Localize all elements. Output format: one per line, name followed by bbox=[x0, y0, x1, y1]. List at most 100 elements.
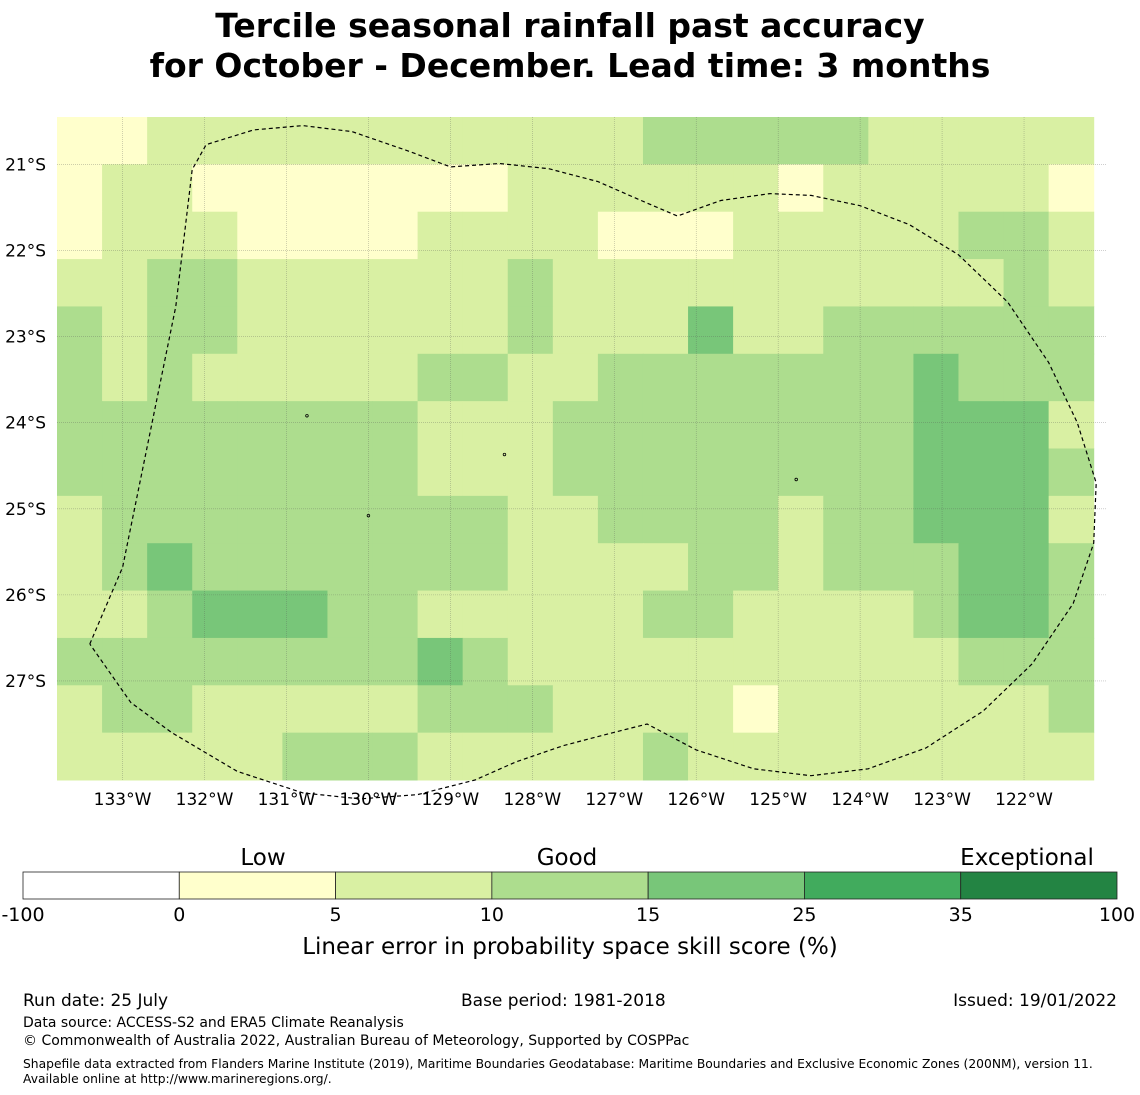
skill-cell bbox=[147, 685, 193, 734]
skill-cell bbox=[282, 495, 328, 544]
legend-category-good: Good bbox=[537, 845, 598, 871]
skill-cell bbox=[958, 732, 1005, 781]
skill-cell bbox=[57, 401, 103, 449]
skill-cell bbox=[913, 306, 959, 355]
skill-cell bbox=[237, 401, 283, 449]
skill-cell bbox=[868, 448, 914, 497]
skill-cell bbox=[102, 164, 148, 213]
colorbar-tick-label: -100 bbox=[1, 904, 44, 926]
skill-cell bbox=[327, 164, 374, 213]
colorbar-swatch bbox=[491, 871, 649, 900]
skill-cell bbox=[102, 495, 148, 544]
skill-cell bbox=[913, 211, 959, 260]
skill-cell bbox=[462, 543, 509, 592]
skill-cell bbox=[507, 685, 554, 734]
skill-cell bbox=[147, 543, 193, 592]
skill-cell bbox=[552, 543, 599, 592]
skill-cell bbox=[733, 637, 779, 686]
skill-cell bbox=[688, 164, 734, 213]
skill-cell bbox=[147, 117, 193, 165]
lon-tick-label: 129°W bbox=[421, 790, 479, 810]
skill-cell bbox=[1003, 543, 1050, 592]
skill-cell bbox=[778, 353, 824, 402]
skill-cell bbox=[147, 164, 193, 213]
skill-cell bbox=[688, 495, 734, 544]
skill-score-map: 133°W 132°W 131°W 130°W 129°W 128°W 127°W 126°W… bbox=[5, 117, 1106, 810]
skill-cell bbox=[958, 448, 1005, 497]
chart-title-line-1: Tercile seasonal rainfall past accuracy bbox=[215, 6, 925, 45]
skill-cell bbox=[733, 353, 779, 402]
skill-cell bbox=[462, 259, 509, 307]
skill-cell bbox=[688, 306, 734, 355]
skill-cell bbox=[102, 306, 148, 355]
skill-cell bbox=[372, 353, 419, 402]
skill-cell bbox=[733, 259, 779, 307]
skill-cell bbox=[237, 353, 283, 402]
skill-cell bbox=[733, 306, 779, 355]
skill-cell bbox=[372, 732, 419, 781]
lat-tick-label: 24°S bbox=[5, 414, 46, 434]
skill-cell bbox=[823, 401, 869, 449]
skill-cell bbox=[778, 590, 824, 639]
skill-cell bbox=[552, 448, 599, 497]
skill-cell bbox=[282, 685, 328, 734]
skill-cell bbox=[417, 685, 464, 734]
colorbar-label: Linear error in probability space skill … bbox=[302, 934, 838, 960]
skill-cell bbox=[192, 685, 238, 734]
skill-cell bbox=[1048, 211, 1095, 260]
skill-cell bbox=[57, 164, 103, 213]
skill-cell bbox=[823, 448, 869, 497]
skill-cell bbox=[913, 637, 959, 686]
skill-cell bbox=[733, 117, 779, 165]
skill-cell bbox=[1003, 353, 1050, 402]
skill-cell bbox=[552, 685, 599, 734]
skill-cell bbox=[462, 637, 509, 686]
skill-cell bbox=[958, 495, 1005, 544]
lat-tick-label: 21°S bbox=[5, 155, 46, 175]
skill-cell bbox=[1003, 495, 1050, 544]
skill-cell bbox=[642, 543, 689, 592]
skill-cell bbox=[823, 685, 869, 734]
skill-cell bbox=[778, 306, 824, 355]
skill-cell bbox=[417, 306, 464, 355]
island-mark bbox=[794, 477, 798, 482]
skill-cell bbox=[507, 637, 554, 686]
skill-cell bbox=[507, 164, 554, 213]
skill-cell bbox=[507, 306, 554, 355]
skill-grid-cells bbox=[57, 117, 1095, 781]
skill-cell bbox=[237, 543, 283, 592]
shapefile-credit: Shapefile data extracted from Flanders M… bbox=[23, 1057, 1093, 1086]
skill-cell bbox=[102, 353, 148, 402]
skill-cell bbox=[1048, 353, 1095, 402]
colorbar-swatches bbox=[22, 871, 1118, 900]
skill-cell bbox=[372, 401, 419, 449]
skill-cell bbox=[1003, 685, 1050, 734]
skill-cell bbox=[237, 732, 283, 781]
skill-cell bbox=[57, 448, 103, 497]
skill-cell bbox=[417, 353, 464, 402]
skill-cell bbox=[823, 637, 869, 686]
skill-cell bbox=[327, 590, 374, 639]
skill-cell bbox=[552, 353, 599, 402]
lat-tick-label: 25°S bbox=[5, 500, 46, 520]
copyright: © Commonwealth of Australia 2022, Austra… bbox=[23, 1033, 690, 1049]
skill-cell bbox=[417, 259, 464, 307]
skill-cell bbox=[868, 353, 914, 402]
skill-cell bbox=[237, 306, 283, 355]
skill-cell bbox=[102, 543, 148, 592]
skill-cell bbox=[1048, 637, 1095, 686]
skill-cell bbox=[372, 259, 419, 307]
skill-cell bbox=[237, 448, 283, 497]
skill-cell bbox=[237, 259, 283, 307]
skill-cell bbox=[102, 590, 148, 639]
skill-cell bbox=[823, 306, 869, 355]
skill-cell bbox=[372, 495, 419, 544]
skill-cell bbox=[958, 401, 1005, 449]
skill-cell bbox=[868, 306, 914, 355]
skill-cell bbox=[462, 353, 509, 402]
skill-cell bbox=[1003, 448, 1050, 497]
colorbar-legend: Low Good Exceptional -100 0 5 10 15 25 35 100 L… bbox=[1, 845, 1135, 960]
skill-cell bbox=[417, 448, 464, 497]
skill-cell bbox=[642, 259, 689, 307]
skill-cell bbox=[237, 685, 283, 734]
